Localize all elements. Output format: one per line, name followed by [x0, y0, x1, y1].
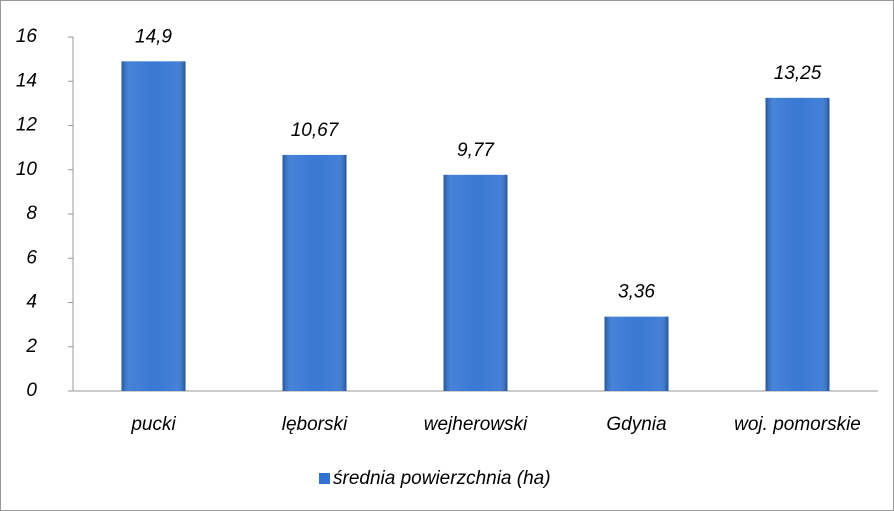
value-label: 9,77: [457, 140, 495, 161]
y-tick-label: 0: [26, 380, 37, 401]
bar-shade: [121, 61, 186, 392]
bar-shade: [765, 97, 830, 391]
y-tick-label: 10: [16, 159, 38, 180]
x-tick-label: Gdynia: [606, 414, 666, 435]
y-tick-label: 4: [26, 292, 37, 313]
bar-shade: [604, 316, 669, 391]
x-tick-label: lęborski: [282, 414, 348, 435]
y-tick-label: 16: [16, 26, 38, 47]
legend-label: średnia powierzchnia (ha): [333, 468, 551, 489]
y-tick-label: 2: [25, 336, 37, 357]
legend-swatch: [319, 473, 330, 484]
bar-shade: [282, 154, 347, 391]
value-label: 13,25: [774, 63, 822, 84]
y-tick-label: 14: [16, 70, 37, 91]
value-label: 10,67: [291, 120, 340, 141]
value-label: 14,9: [135, 26, 172, 47]
y-tick-label: 6: [26, 247, 37, 268]
y-tick-label: 8: [26, 203, 37, 224]
x-tick-label: woj. pomorskie: [734, 414, 861, 435]
bar-shade: [443, 174, 508, 391]
x-tick-label: wejherowski: [424, 414, 528, 435]
y-tick-label: 12: [16, 115, 38, 136]
x-tick-label: pucki: [130, 414, 176, 435]
value-label: 3,36: [618, 282, 655, 303]
